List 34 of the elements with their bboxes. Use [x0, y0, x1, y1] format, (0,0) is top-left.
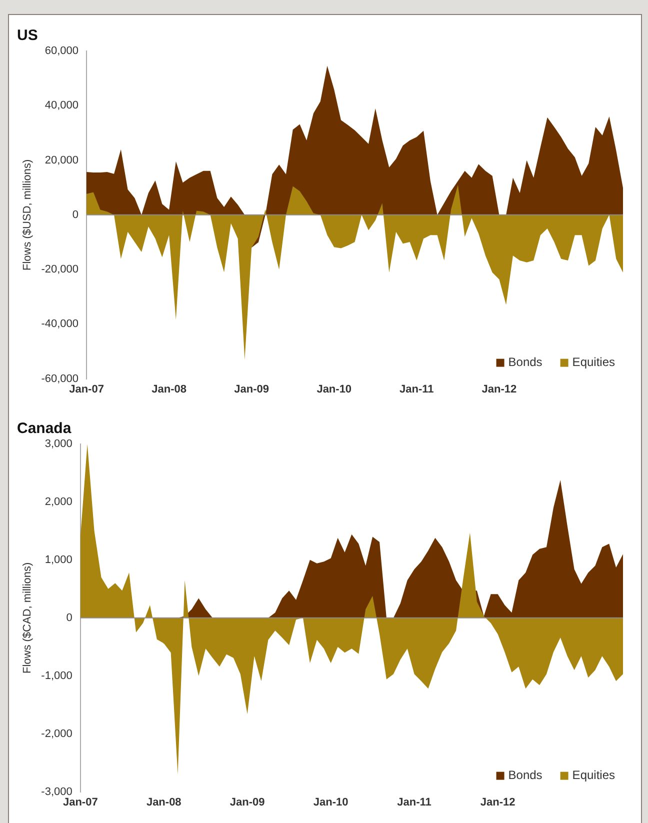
- x-tick-label: Jan-08: [146, 796, 182, 808]
- x-tick-label: Jan-11: [397, 796, 432, 808]
- y-tick-label: 3,000: [44, 438, 72, 450]
- x-tick-label: Jan-09: [234, 383, 270, 396]
- y-axis-title: Flows ($USD, millions): [22, 159, 34, 271]
- x-tick-label: Jan-10: [316, 383, 352, 396]
- x-tick-label: Jan-12: [482, 383, 517, 396]
- legend-label: Bonds: [508, 355, 542, 370]
- x-tick-label: Jan-10: [313, 796, 348, 808]
- y-tick-label: 40,000: [44, 100, 79, 112]
- y-tick-label: 20,000: [44, 154, 79, 166]
- y-tick-label: -20,000: [41, 264, 79, 276]
- y-tick-label: -2,000: [41, 728, 72, 740]
- y-tick-label: 1,000: [44, 554, 72, 566]
- x-tick-label: Jan-08: [152, 383, 186, 396]
- x-tick-label: Jan-12: [480, 796, 516, 808]
- x-tick-label: Jan-07: [69, 383, 104, 396]
- y-axis-title: Flows ($CAD, millions): [22, 562, 34, 674]
- x-tick-label: Jan-09: [230, 796, 265, 808]
- y-tick-label: -3,000: [41, 786, 72, 798]
- chart-title: Canada: [17, 420, 72, 438]
- legend-label: Equities: [572, 355, 616, 370]
- x-tick-label: Jan-07: [62, 796, 98, 808]
- legend-label: Bonds: [508, 768, 542, 782]
- x-tick-label: Jan-11: [400, 383, 434, 396]
- y-tick-label: -40,000: [41, 318, 79, 330]
- legend-label: Equities: [572, 768, 616, 782]
- y-tick-label: -1,000: [41, 670, 72, 682]
- y-tick-label: 0: [72, 208, 79, 221]
- y-tick-label: 60,000: [44, 45, 79, 58]
- y-tick-label: 0: [66, 612, 72, 624]
- y-tick-label: -60,000: [41, 372, 79, 385]
- chart-title: US: [17, 27, 38, 44]
- y-tick-label: 2,000: [44, 496, 72, 508]
